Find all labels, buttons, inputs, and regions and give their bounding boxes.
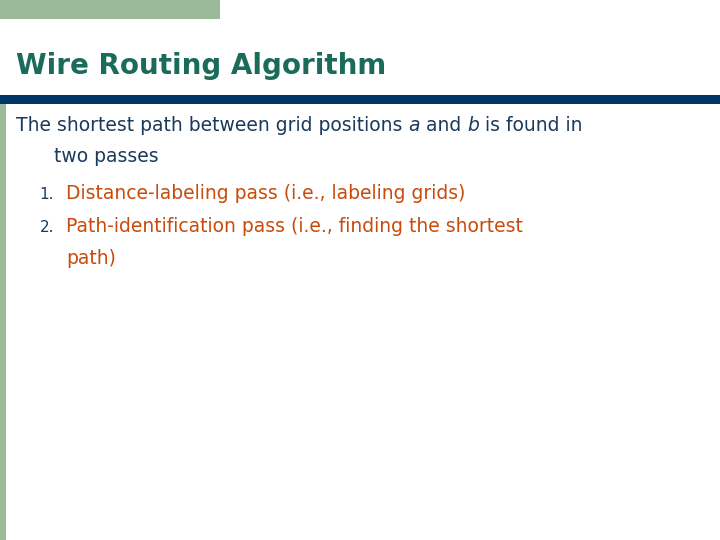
Text: is found in: is found in bbox=[479, 116, 582, 134]
Text: 2.: 2. bbox=[40, 220, 54, 235]
Text: Distance-labeling pass (i.e., labeling grids): Distance-labeling pass (i.e., labeling g… bbox=[66, 184, 466, 202]
Text: Wire Routing Algorithm: Wire Routing Algorithm bbox=[16, 52, 386, 80]
Text: 1.: 1. bbox=[40, 187, 54, 202]
Text: a: a bbox=[408, 116, 420, 134]
Text: b: b bbox=[467, 116, 479, 134]
Text: and: and bbox=[420, 116, 467, 134]
Text: path): path) bbox=[66, 248, 116, 267]
Text: two passes: two passes bbox=[54, 147, 158, 166]
Text: Path-identification pass (i.e., finding the shortest: Path-identification pass (i.e., finding … bbox=[66, 217, 523, 236]
Text: The shortest path between grid positions: The shortest path between grid positions bbox=[16, 116, 408, 134]
